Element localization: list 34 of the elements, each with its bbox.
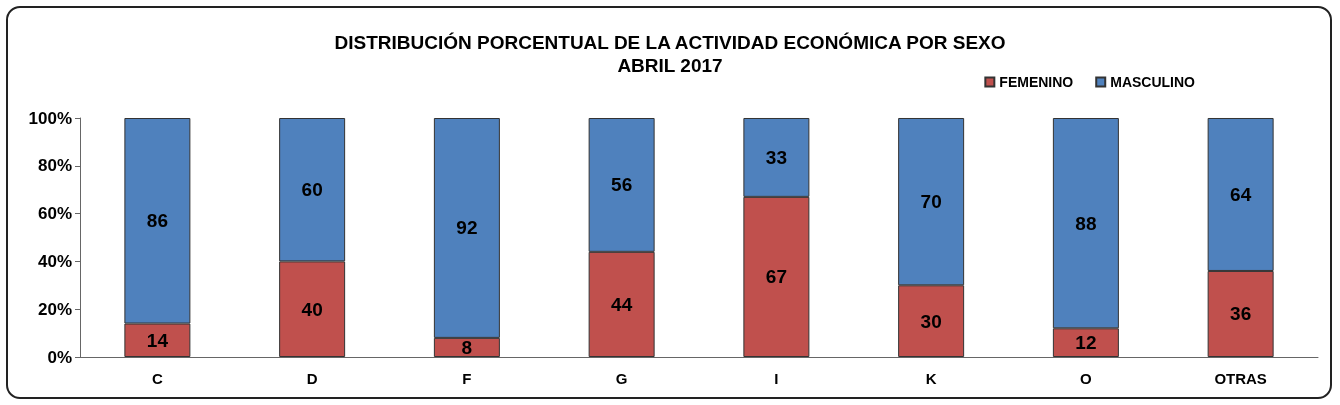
y-tick-label: 60% bbox=[37, 204, 72, 224]
legend-label: FEMENINO bbox=[999, 74, 1074, 90]
data-label: 56 bbox=[611, 174, 633, 196]
x-tick-label: I bbox=[774, 370, 779, 387]
x-tick-label: C bbox=[151, 370, 163, 387]
x-tick-label: D bbox=[306, 370, 318, 387]
data-label: 86 bbox=[146, 210, 168, 232]
y-tick-label: 0% bbox=[47, 347, 72, 367]
data-label: 8 bbox=[461, 336, 473, 358]
chart-subtitle: ABRIL 2017 bbox=[617, 55, 723, 76]
data-label: 40 bbox=[301, 298, 323, 320]
data-label: 44 bbox=[611, 293, 633, 315]
data-label: 33 bbox=[765, 146, 787, 168]
y-tick-label: 20% bbox=[37, 299, 72, 319]
x-tick-label: G bbox=[615, 370, 628, 387]
x-tick-label: K bbox=[925, 370, 937, 387]
x-tick-label: OTRAS bbox=[1214, 370, 1267, 387]
data-label: 67 bbox=[765, 266, 787, 288]
chart-title: DISTRIBUCIÓN PORCENTUAL DE LA ACTIVIDAD ECONÓMICA POR SEXO bbox=[334, 32, 1006, 53]
data-label: 60 bbox=[301, 179, 323, 201]
x-tick-label: F bbox=[462, 370, 472, 387]
data-label: 64 bbox=[1230, 183, 1252, 205]
x-tick-label: O bbox=[1080, 370, 1093, 387]
data-label: 88 bbox=[1075, 212, 1097, 234]
data-label: 12 bbox=[1075, 332, 1097, 354]
data-label: 70 bbox=[920, 191, 942, 213]
data-label: 14 bbox=[146, 329, 169, 351]
legend-label: MASCULINO bbox=[1110, 74, 1196, 90]
y-tick-label: 40% bbox=[37, 251, 72, 271]
data-label: 36 bbox=[1230, 303, 1252, 325]
data-label: 92 bbox=[456, 217, 478, 239]
y-tick-label: 80% bbox=[37, 156, 72, 176]
data-label: 30 bbox=[920, 310, 942, 332]
y-tick-label: 100% bbox=[28, 108, 72, 128]
